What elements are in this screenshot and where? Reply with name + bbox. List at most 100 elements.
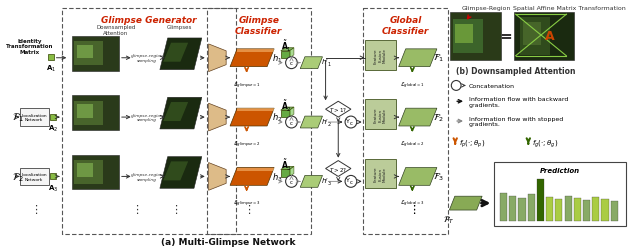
Text: $\vdots$: $\vdots$	[170, 202, 179, 215]
Text: Y: Y	[346, 177, 350, 182]
Polygon shape	[449, 196, 482, 210]
Text: $f_p(\cdot;\theta_p)$: $f_p(\cdot;\theta_p)$	[459, 138, 485, 150]
Text: $\vdots$: $\vdots$	[30, 202, 38, 215]
Bar	[72, 155, 119, 190]
Text: Glimpses: Glimpses	[166, 25, 192, 30]
Polygon shape	[237, 109, 274, 112]
Bar	[50, 115, 56, 120]
Text: $T{>}2?$: $T{>}2?$	[329, 165, 348, 173]
Polygon shape	[160, 98, 202, 130]
Circle shape	[285, 58, 298, 69]
Polygon shape	[289, 108, 294, 118]
Text: $\mathcal{F}_3$: $\mathcal{F}_3$	[433, 171, 444, 182]
Bar	[77, 46, 93, 59]
Bar	[523, 23, 541, 46]
Text: $\mathcal{L}_{global=1}$: $\mathcal{L}_{global=1}$	[400, 80, 424, 90]
Text: $h'_3$: $h'_3$	[321, 176, 332, 187]
Text: $\tilde{\mathbf{A}}_3$: $\tilde{\mathbf{A}}_3$	[281, 157, 292, 172]
Polygon shape	[163, 44, 188, 62]
Polygon shape	[209, 163, 226, 190]
Bar	[77, 104, 93, 118]
Bar	[514, 13, 574, 60]
Text: $\vdots$: $\vdots$	[408, 202, 417, 215]
Text: Global
Classifier: Global Classifier	[382, 16, 429, 36]
Text: $T{>}1?$: $T{>}1?$	[329, 106, 348, 114]
Polygon shape	[281, 167, 294, 170]
Text: Identity
Transformation
Matrix: Identity Transformation Matrix	[6, 38, 53, 55]
Polygon shape	[399, 168, 437, 186]
Text: Feature
Fusion
Module: Feature Fusion Module	[374, 107, 387, 122]
Text: glimpse-region
sampling: glimpse-region sampling	[131, 172, 164, 181]
Polygon shape	[230, 50, 274, 68]
Bar	[207, 9, 311, 234]
Text: (b) Downsampled Attention: (b) Downsampled Attention	[456, 66, 575, 75]
Bar	[74, 160, 102, 184]
Bar	[20, 168, 49, 186]
Bar	[611, 202, 618, 221]
Bar	[363, 9, 449, 234]
Bar	[602, 199, 609, 221]
Bar	[546, 197, 553, 221]
Text: Glimpse Generator: Glimpse Generator	[101, 16, 197, 25]
Polygon shape	[230, 109, 274, 126]
Polygon shape	[163, 103, 188, 122]
Text: $\mathcal{F}_1$: $\mathcal{F}_1$	[433, 53, 444, 64]
Text: glimpse-region
sampling: glimpse-region sampling	[131, 113, 164, 122]
Text: c: c	[290, 61, 293, 66]
Bar	[72, 37, 119, 71]
Polygon shape	[281, 52, 289, 59]
Circle shape	[285, 117, 298, 128]
Bar	[528, 194, 535, 221]
Text: Information flow with stopped
gradients.: Information flow with stopped gradients.	[469, 116, 563, 127]
Text: Y: Y	[346, 118, 350, 123]
Text: $\vdots$: $\vdots$	[131, 202, 140, 215]
Bar	[74, 101, 102, 125]
Bar	[453, 20, 483, 54]
Text: $\mathcal{L}_{glimpse=1}$: $\mathcal{L}_{glimpse=1}$	[233, 80, 260, 90]
Text: c: c	[290, 120, 293, 125]
Text: Downsampled
Attention: Downsampled Attention	[97, 25, 136, 36]
Text: Localization
Network: Localization Network	[21, 113, 47, 122]
Text: $\mathcal{L}_{glimpse=2}$: $\mathcal{L}_{glimpse=2}$	[233, 139, 260, 149]
Bar	[518, 198, 525, 221]
Text: Localization
Network: Localization Network	[21, 172, 47, 181]
Polygon shape	[326, 161, 351, 177]
Bar	[537, 179, 544, 221]
Text: $\mathcal{F}_T$: $\mathcal{F}_T$	[443, 213, 454, 224]
Text: $\mathbf{A}_3$: $\mathbf{A}_3$	[47, 182, 58, 193]
Bar	[556, 199, 563, 221]
Text: Information flow with backward
gradients.: Information flow with backward gradients…	[469, 96, 568, 107]
Polygon shape	[289, 48, 294, 59]
Text: Feature
Fusion
Module: Feature Fusion Module	[374, 48, 387, 63]
Text: $\mathcal{L}_{glimpse=3}$: $\mathcal{L}_{glimpse=3}$	[233, 198, 260, 208]
Text: $\mathcal{F}_2$: $\mathcal{F}_2$	[433, 112, 444, 123]
Polygon shape	[160, 39, 202, 70]
Text: $\mathcal{L}_{global=2}$: $\mathcal{L}_{global=2}$	[400, 139, 424, 149]
Text: $\tilde{\mathbf{A}}_2$: $\tilde{\mathbf{A}}_2$	[281, 98, 292, 113]
Polygon shape	[281, 170, 289, 177]
Polygon shape	[281, 48, 294, 51]
Text: c: c	[349, 120, 353, 125]
Text: $h'_2$: $h'_2$	[321, 117, 332, 128]
Bar	[574, 198, 581, 221]
Bar	[520, 18, 550, 56]
Polygon shape	[237, 50, 274, 53]
Bar	[50, 174, 56, 180]
Text: $\mathcal{F}_2$: $\mathcal{F}_2$	[12, 170, 24, 183]
Text: $h_2$: $h_2$	[272, 112, 282, 124]
Polygon shape	[281, 108, 294, 111]
Text: $\vdots$: $\vdots$	[408, 202, 417, 215]
Text: $h_1$: $h_1$	[272, 52, 282, 65]
Bar	[365, 100, 396, 130]
Text: Glimpse
Classifier: Glimpse Classifier	[235, 16, 282, 36]
Circle shape	[345, 117, 356, 128]
Bar	[72, 96, 119, 130]
Polygon shape	[281, 111, 289, 118]
Bar	[365, 159, 396, 188]
Polygon shape	[209, 45, 226, 72]
Text: $\vdots$: $\vdots$	[243, 202, 251, 215]
Polygon shape	[209, 104, 226, 132]
Polygon shape	[300, 58, 323, 69]
Text: c: c	[290, 179, 293, 184]
Text: $\mathbf{A}_2$: $\mathbf{A}_2$	[47, 124, 58, 134]
